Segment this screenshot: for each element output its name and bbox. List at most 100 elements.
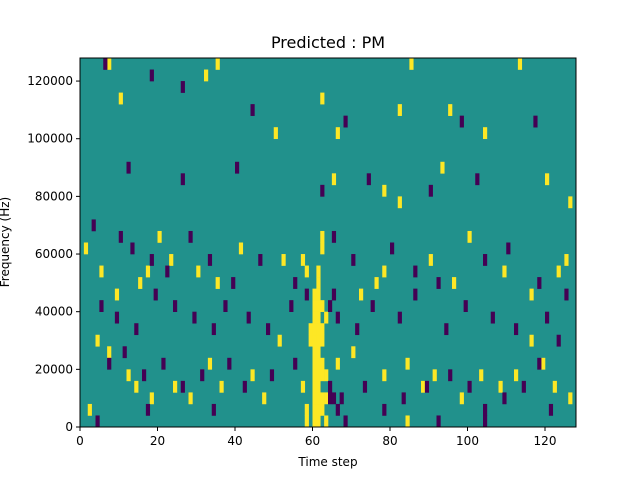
heatmap-cell-high bbox=[126, 369, 131, 382]
heatmap-cell-high bbox=[432, 369, 437, 382]
heatmap-cell-low bbox=[266, 323, 271, 336]
heatmap-cell-low bbox=[467, 380, 472, 393]
heatmap-cell-high bbox=[196, 265, 201, 278]
heatmap-cell-high bbox=[382, 184, 387, 197]
heatmap-cell-low bbox=[118, 230, 123, 243]
heatmap-cell-high bbox=[409, 58, 414, 70]
y-tick-label: 20000 bbox=[35, 362, 73, 376]
heatmap-cell-high bbox=[273, 127, 278, 140]
heatmap-cell-low bbox=[475, 173, 480, 186]
heatmap-cell-low bbox=[397, 311, 402, 324]
heatmap-cell-low bbox=[149, 69, 154, 82]
heatmap-cell-high bbox=[320, 334, 325, 347]
heatmap-cell-low bbox=[413, 265, 418, 278]
heatmap-cell-low bbox=[180, 173, 185, 186]
heatmap-cell-high bbox=[149, 392, 154, 405]
heatmap-cell-high bbox=[316, 346, 321, 359]
heatmap-cell-high bbox=[467, 230, 472, 243]
heatmap-cell-high bbox=[529, 288, 534, 301]
heatmap-cell-low bbox=[401, 392, 406, 405]
heatmap-cell-high bbox=[479, 369, 484, 382]
heatmap-cell-low bbox=[413, 288, 418, 301]
heatmap-cell-low bbox=[448, 369, 453, 382]
heatmap-cell-high bbox=[145, 265, 151, 278]
heatmap-cell-high bbox=[312, 288, 317, 301]
x-axis-ticks: 0 20 40 60 80 100 120 bbox=[76, 427, 556, 448]
heatmap-cell-high bbox=[157, 230, 162, 243]
heatmap-cell-high bbox=[564, 254, 569, 266]
heatmap-cell-low bbox=[145, 403, 151, 416]
heatmap-cells bbox=[83, 58, 573, 428]
heatmap-cell-high bbox=[421, 380, 426, 393]
heatmap-cell-high bbox=[320, 357, 325, 370]
heatmap-cell-low bbox=[331, 230, 337, 243]
heatmap-cell-low bbox=[444, 323, 449, 336]
heatmap-cell-low bbox=[514, 323, 519, 336]
heatmap-cell-low bbox=[180, 380, 185, 393]
heatmap-cell-low bbox=[483, 254, 488, 266]
heatmap-cell-high bbox=[545, 173, 550, 186]
heatmap-cell-high bbox=[312, 380, 317, 393]
heatmap-cell-high bbox=[316, 277, 321, 289]
heatmap-cell-low bbox=[328, 300, 333, 312]
heatmap-cell-high bbox=[448, 104, 453, 116]
heatmap-cell-high bbox=[351, 346, 356, 359]
heatmap-cell-high bbox=[552, 380, 557, 393]
x-tick-label: 40 bbox=[227, 434, 242, 448]
heatmap-cell-high bbox=[138, 277, 143, 289]
heatmap-cell-low bbox=[382, 403, 387, 416]
heatmap-cell-high bbox=[316, 357, 321, 370]
heatmap-cell-low bbox=[556, 334, 561, 347]
heatmap-cell-low bbox=[490, 311, 495, 324]
heatmap-cell-high bbox=[440, 161, 445, 174]
heatmap-cell-low bbox=[207, 254, 213, 266]
heatmap-cell-low bbox=[153, 288, 158, 301]
heatmap-cell-high bbox=[99, 265, 104, 278]
y-tick-label: 100000 bbox=[27, 132, 73, 146]
heatmap-cell-high bbox=[428, 254, 433, 266]
heatmap-cell-low bbox=[103, 58, 108, 70]
heatmap-cell-low bbox=[149, 254, 154, 266]
heatmap-cell-low bbox=[436, 415, 441, 428]
heatmap-cell-high bbox=[320, 323, 325, 336]
heatmap-cell-low bbox=[390, 242, 395, 255]
heatmap-cell-high bbox=[316, 380, 321, 393]
heatmap-cell-high bbox=[316, 392, 321, 405]
heatmap-cell-high bbox=[219, 380, 224, 393]
heatmap-cell-high bbox=[517, 58, 523, 70]
heatmap-cell-low bbox=[293, 357, 298, 370]
heatmap-cell-low bbox=[258, 254, 263, 266]
heatmap-cell-low bbox=[188, 230, 193, 243]
heatmap-cell-low bbox=[235, 161, 240, 174]
heatmap-cell-high bbox=[568, 196, 573, 209]
heatmap-cell-high bbox=[304, 265, 309, 278]
heatmap-cell-high bbox=[312, 311, 317, 324]
heatmap-cell-high bbox=[107, 58, 112, 70]
heatmap-cell-low bbox=[200, 369, 205, 382]
heatmap-cell-high bbox=[316, 300, 321, 312]
x-tick-label: 100 bbox=[456, 434, 479, 448]
y-axis-label: Frequency (Hz) bbox=[0, 197, 12, 288]
heatmap-cell-high bbox=[316, 334, 321, 347]
heatmap-cell-low bbox=[142, 369, 147, 382]
heatmap-cell-low bbox=[428, 184, 433, 197]
heatmap-cell-high bbox=[281, 254, 286, 266]
heatmap-cell-high bbox=[320, 92, 325, 105]
heatmap-cell-low bbox=[483, 415, 488, 428]
heatmap-cell-low bbox=[173, 300, 178, 312]
heatmap-cell-low bbox=[545, 311, 550, 324]
heatmap-cell-low bbox=[242, 380, 247, 393]
heatmap-cell-high bbox=[312, 403, 317, 416]
heatmap-cell-high bbox=[316, 323, 321, 336]
heatmap-cell-low bbox=[114, 311, 120, 324]
heatmap-cell-high bbox=[397, 196, 402, 209]
heatmap-cell-low bbox=[223, 300, 228, 312]
heatmap-cell-low bbox=[289, 300, 294, 312]
heatmap-cell-low bbox=[521, 380, 526, 393]
chart-title: Predicted : PM bbox=[271, 33, 385, 52]
heatmap-cell-high bbox=[312, 369, 317, 382]
heatmap-cell-low bbox=[269, 369, 275, 382]
heatmap-cell-high bbox=[320, 300, 325, 312]
heatmap-cell-high bbox=[87, 403, 92, 416]
x-tick-label: 120 bbox=[534, 434, 557, 448]
